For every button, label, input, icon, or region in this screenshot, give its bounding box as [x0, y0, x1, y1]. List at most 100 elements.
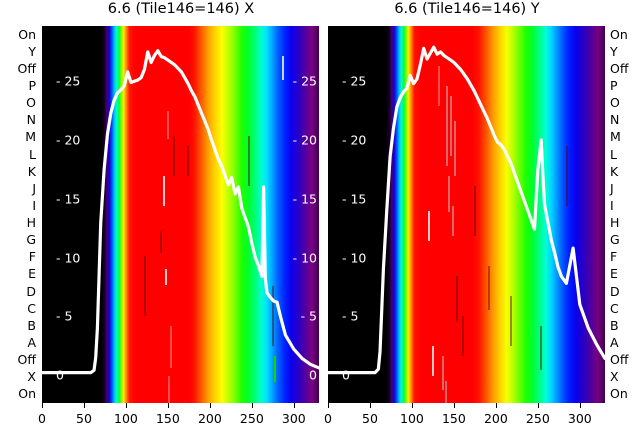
category-label-left-7: L [29, 146, 36, 162]
x-tick-mark [411, 403, 413, 408]
inner-y-tick-5: - 5 [342, 308, 359, 324]
category-label-right-12: G [610, 231, 620, 247]
category-label-left-14: E [28, 266, 36, 282]
category-label-right-4: O [610, 94, 620, 110]
category-label-right-7: L [610, 146, 617, 162]
category-label-right-3: P [610, 77, 618, 93]
category-label-right-20: X [610, 369, 619, 385]
heatmap-colorfield-left [42, 26, 319, 403]
category-label-left-21: On [18, 386, 36, 402]
x-tick-label: 0 [324, 411, 332, 426]
x-tick-mark [125, 403, 127, 408]
category-label-right-19: Off [610, 351, 629, 367]
x-tick-mark [453, 403, 455, 408]
inner-y-tick-0: 0 [342, 367, 350, 383]
inner-y-tick-0: 0 [309, 367, 317, 383]
category-label-left-10: I [32, 197, 36, 213]
category-label-right-8: K [610, 163, 619, 179]
x-tick-mark [328, 403, 329, 408]
panel-title-right: 6.6 (Tile146=146) Y [394, 1, 540, 17]
inner-y-tick-15: - 15 [292, 191, 317, 207]
x-tick-mark [209, 403, 211, 408]
inner-y-tick-15: - 15 [342, 191, 367, 207]
x-tick-mark [42, 403, 43, 408]
category-label-right-14: E [610, 266, 618, 282]
overlay-curve-right [328, 45, 605, 375]
category-label-left-6: M [25, 129, 36, 145]
x-tick-mark [251, 403, 253, 408]
category-axis-right: On Y Off P O N M L K J I H G F E D C B A Off X On [604, 26, 640, 403]
heatmap-panel-right[interactable]: - 25 - 20 - 15 - 10 - 5 0 [328, 26, 605, 403]
x-axis-left: 0 50 100 150 200 250 300 [38, 403, 319, 437]
heatmap-image-left [42, 26, 319, 403]
category-label-left-9: J [32, 180, 36, 196]
category-label-left-1: Y [28, 43, 36, 59]
heatmap-image-right [328, 26, 605, 403]
category-label-left-5: N [26, 112, 36, 127]
category-label-right-5: N [610, 112, 620, 127]
inner-y-tick-20: - 20 [342, 132, 367, 148]
x-tick-label: 300 [281, 411, 306, 426]
inner-y-tick-10: - 10 [342, 250, 367, 265]
category-label-left-11: H [26, 214, 36, 230]
x-tick-label: 300 [567, 411, 592, 426]
category-label-left-8: K [27, 163, 36, 179]
overlay-curve-path [328, 45, 605, 375]
heatmap-panel-left[interactable]: - 25 - 20 - 15 - 10 - 5 0 - 25 - 20 - 15 - 10 - 5… [42, 26, 319, 403]
inner-y-tick-5: - 5 [300, 308, 317, 324]
category-label-left-18: A [27, 334, 36, 350]
x-axis-right: 0 50 100 150 200 250 300 [324, 403, 605, 437]
category-label-right-15: D [610, 283, 620, 299]
inner-y-tick-25: - 25 [342, 73, 367, 89]
inner-y-tick-20: - 20 [292, 132, 317, 148]
category-label-left-4: O [26, 94, 36, 110]
panel-title-left: 6.6 (Tile146=146) X [107, 1, 255, 17]
category-label-right-18: A [610, 334, 619, 350]
inner-y-tick-25: - 25 [56, 73, 81, 89]
x-tick-mark [495, 403, 497, 408]
category-label-left-0: On [18, 26, 36, 42]
inner-y-tick-5: - 5 [56, 308, 73, 324]
x-tick-label: 0 [38, 411, 46, 426]
x-tick-mark [537, 403, 539, 408]
category-label-left-19: Off [17, 351, 36, 367]
x-tick-mark [293, 403, 295, 408]
category-label-left-12: G [26, 231, 36, 247]
category-axis-left: On Y Off P O N M L K J I H G F E D C B A Off X On [0, 26, 40, 403]
category-label-right-11: H [610, 214, 620, 230]
category-label-right-10: I [610, 197, 614, 213]
heatmap-colorfield-right [328, 26, 605, 403]
inner-y-tick-0: 0 [56, 367, 64, 383]
x-tick-label: 200 [483, 411, 508, 426]
inner-y-tick-10: - 10 [292, 250, 317, 265]
category-label-right-0: On [610, 26, 628, 42]
x-tick-mark [369, 403, 371, 408]
category-label-left-20: X [27, 369, 36, 385]
x-tick-label: 200 [197, 411, 222, 426]
x-tick-label: 100 [400, 411, 424, 426]
overlay-curve-left [42, 49, 319, 375]
x-tick-label: 50 [76, 411, 92, 426]
x-tick-label: 150 [441, 411, 466, 426]
x-tick-mark [167, 403, 169, 408]
x-tick-label: 50 [362, 411, 378, 426]
category-label-left-16: C [27, 300, 36, 316]
category-label-right-1: Y [610, 43, 618, 59]
inner-y-tick-10: - 10 [56, 250, 81, 265]
category-label-right-17: B [610, 317, 619, 333]
category-label-left-3: P [28, 77, 36, 93]
category-label-right-21: On [610, 386, 628, 402]
category-label-right-13: F [610, 249, 618, 265]
category-label-right-2: Off [610, 60, 629, 76]
x-tick-label: 150 [155, 411, 180, 426]
x-tick-label: 250 [239, 411, 264, 426]
category-label-right-6: M [610, 129, 621, 145]
category-label-left-15: D [26, 283, 36, 299]
inner-y-tick-25: - 25 [292, 73, 317, 89]
category-label-left-13: F [28, 249, 36, 265]
inner-y-tick-20: - 20 [56, 132, 81, 148]
overlay-curve-path [42, 49, 319, 375]
category-label-left-2: Off [17, 60, 36, 76]
category-label-right-16: C [610, 300, 619, 316]
